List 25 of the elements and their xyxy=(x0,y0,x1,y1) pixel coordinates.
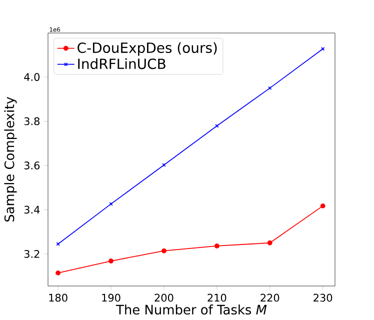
x-tick-label: 220 xyxy=(260,294,280,302)
y-tick-label: 4.0 xyxy=(24,73,40,81)
x-tick-label: 230 xyxy=(314,294,332,302)
x-tick-label: 210 xyxy=(208,294,226,302)
x-tick-label: 180 xyxy=(49,294,68,302)
x-tick-label: 200 xyxy=(154,294,174,302)
point xyxy=(162,248,166,254)
y-axis-title: Sample Complexity xyxy=(4,96,17,222)
point xyxy=(214,244,220,248)
point xyxy=(162,163,166,167)
x-tick-label: 190 xyxy=(102,294,120,302)
y-tick-label: 3.8 xyxy=(24,117,40,126)
y-tick-label: 3.4 xyxy=(24,206,40,214)
point xyxy=(109,202,113,206)
x-axis-title: The Number of Tasks M xyxy=(116,304,267,315)
point xyxy=(215,124,219,128)
legend-label: C-DouExpDes (ours) xyxy=(78,42,217,56)
point xyxy=(268,86,272,90)
legend-label: IndRFLinUCB xyxy=(78,58,166,70)
point xyxy=(320,203,326,208)
point xyxy=(108,258,114,264)
point xyxy=(56,270,61,276)
point xyxy=(267,240,272,246)
y-tick-label: 3.2 xyxy=(24,250,40,258)
y-tick-label: 3.6 xyxy=(24,162,40,170)
